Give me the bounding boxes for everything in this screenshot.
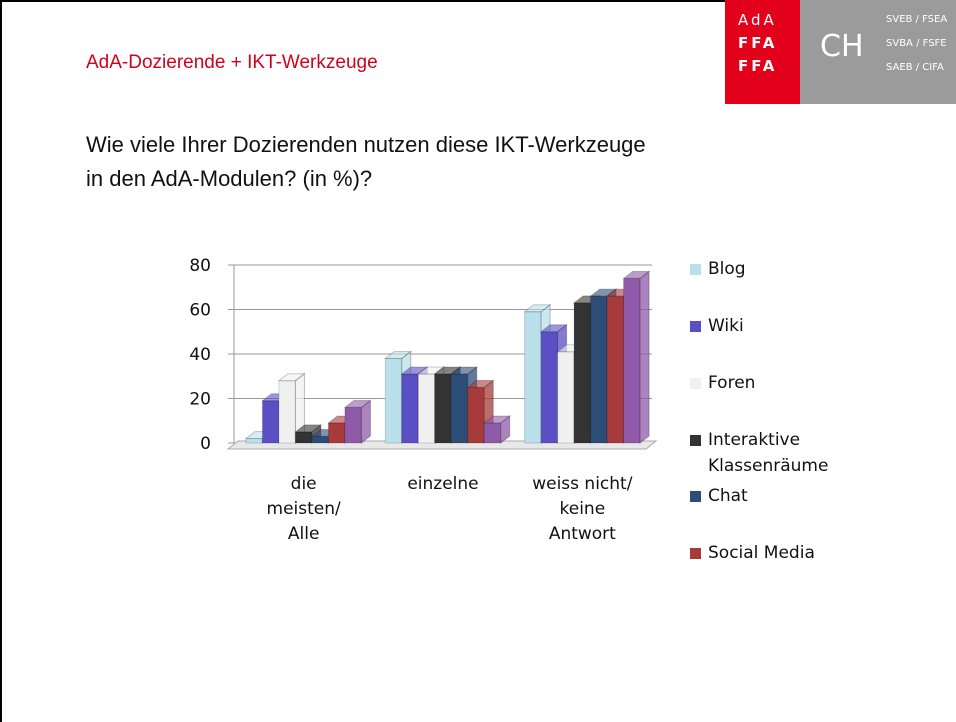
slide-title: AdA-Dozierende + IKT-Werkzeuge [86,52,378,73]
legend-label: Chat [708,486,748,506]
legend-label: Foren [708,373,756,393]
bar-top [293,424,323,433]
y-tick-label: 80 [189,256,211,276]
bar-side [639,270,650,445]
bar [623,277,641,444]
y-tick-label: 40 [189,345,211,365]
bar-top [383,350,413,359]
bar [540,331,559,444]
legend-swatch [690,321,701,332]
bar [590,295,608,444]
bar [483,422,502,444]
bar [417,373,436,444]
legend-item: Wiki [690,313,828,339]
bar [261,400,280,444]
bar [311,435,329,444]
logo-mark: FFA [738,34,777,52]
bar-top [277,373,306,382]
bar-top [449,366,479,375]
bar-top [523,304,552,313]
logo-association: SVBA / FSFE [886,38,947,49]
bar [450,373,469,444]
logo-gray [800,0,956,104]
bar [557,351,575,444]
legend-label: Interaktive Klassenräume [708,430,829,476]
logo-country: CH [820,29,864,64]
bar [434,373,452,444]
y-tick-label: 0 [200,434,211,454]
legend-item: Interaktive Klassenräume [690,427,828,479]
legend-label: Blog [708,259,746,279]
bar-side [360,399,371,445]
bar [573,302,592,444]
logo-association: SAEB / CIFA [886,62,944,73]
bar-top [622,270,651,279]
bar-top [482,415,512,424]
bar [344,406,362,444]
logo-red [725,0,800,104]
y-tick-label: 60 [189,301,211,321]
legend-item: Blog [690,256,828,282]
bar-top [466,379,495,388]
x-tick-label: weiss nicht/ keine Antwort [532,474,633,544]
y-tick-label: 20 [189,390,211,410]
bar [467,386,485,444]
logo-association: SVEB / FSEA [886,14,947,25]
legend-item: Foren [690,370,828,396]
bar [278,380,296,444]
logo-mark: FFA [738,57,777,75]
bar [245,438,263,444]
bar-top [343,399,372,408]
legend-label: Wiki [708,316,744,336]
bar [327,422,346,444]
bar [294,431,313,444]
x-tick-label: die meisten/ Alle [266,474,341,544]
legend-swatch [690,491,701,502]
legend-swatch [690,264,701,275]
question: in den AdA-Modulen? (in %)? [86,166,372,191]
bar [384,357,403,444]
legend-swatch [690,435,701,446]
legend-label: Social Media [708,543,815,563]
bar [524,311,542,444]
x-tick-label: einzelne [407,474,479,494]
legend-swatch [690,548,701,559]
legend-item: Chat [690,483,828,509]
logo-mark: AdA [738,11,777,29]
bar-top [589,288,618,297]
bar-top [539,324,569,333]
question: Wie viele Ihrer Dozierenden nutzen diese… [86,132,646,157]
legend-swatch [690,378,701,389]
bar [606,295,625,444]
bar [401,373,419,444]
legend-item: Social Media [690,540,828,566]
